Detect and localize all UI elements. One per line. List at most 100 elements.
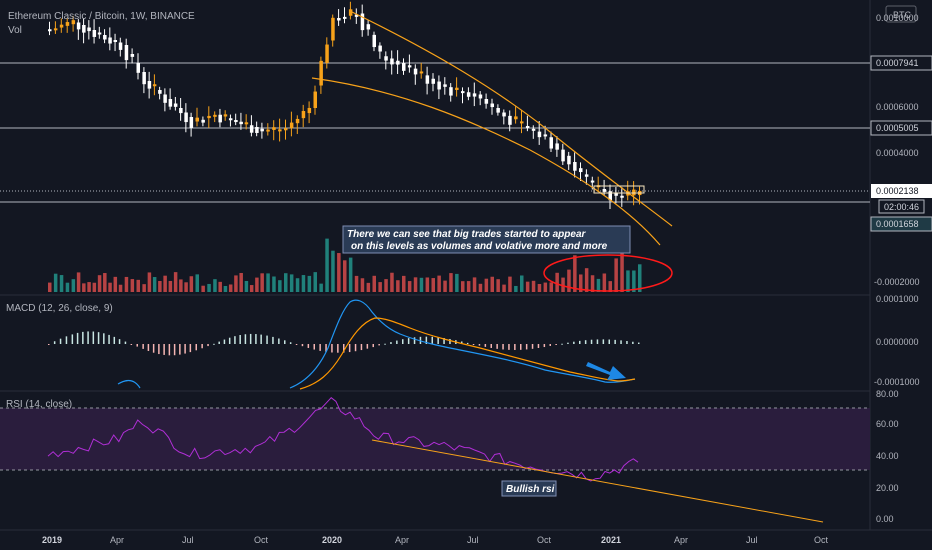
macd-histogram-bar (260, 334, 262, 344)
volume-bar (525, 281, 530, 292)
macd-histogram-bar (390, 342, 392, 344)
volume-bar (325, 238, 329, 292)
rsi-note-callout[interactable]: Bullish rsi (501, 480, 557, 497)
volume-bar (472, 277, 477, 292)
macd-indicator-label[interactable]: MACD (12, 26, close, 9) (6, 303, 113, 314)
volume-bar (590, 275, 595, 292)
macd-histogram-bar (337, 344, 339, 353)
candle (201, 119, 205, 123)
volume-bar (372, 275, 376, 292)
macd-histogram-bar (555, 344, 557, 345)
symbol-title[interactable]: Ethereum Classic / Bitcoin, 1W, BINANCE (8, 11, 195, 22)
time-axis[interactable]: 2019 Apr Jul Oct 2020 Apr Jul Oct 2021 A… (42, 535, 829, 545)
volume-bar (82, 283, 86, 292)
volume-bar (234, 275, 238, 292)
rsi-axis[interactable]: 80.00 60.00 40.00 20.00 0.00 (876, 389, 899, 524)
price-axis-label: 0.0004000 (876, 148, 919, 158)
candle (249, 125, 254, 133)
macd-line (117, 299, 636, 389)
volume-bar (284, 273, 288, 292)
macd-histogram-bar (53, 341, 56, 344)
macd-histogram-bar (48, 344, 50, 345)
volume-bar (295, 278, 300, 292)
time-axis-label: Oct (814, 535, 829, 545)
volume-bar (249, 285, 254, 292)
candle (354, 14, 359, 17)
level-tag-3[interactable]: 0.0001658 (870, 216, 932, 232)
candle (289, 122, 294, 129)
macd-histogram-bar (92, 331, 95, 344)
candle (413, 68, 418, 75)
last-price-tag[interactable]: 0.0002138 (871, 184, 932, 198)
upper-channel-curve[interactable] (351, 11, 673, 227)
volume-bar (113, 276, 118, 292)
volume-bar (260, 273, 264, 292)
time-axis-label: Jul (182, 535, 194, 545)
recent-range-box[interactable] (593, 185, 645, 194)
volume-bar (484, 278, 489, 292)
price-axis[interactable]: 0.0010000 0.0006000 0.0004000 -0.0002000 (874, 13, 920, 287)
candle (173, 103, 178, 107)
macd-histogram-bar (118, 339, 121, 344)
candle (520, 121, 524, 124)
level-tag-1[interactable]: 0.0007941 (870, 55, 932, 71)
macd-histogram-bar (173, 344, 176, 356)
candle (272, 127, 276, 130)
currency-badge-label: BTC (893, 10, 912, 20)
volume-note-callout[interactable]: There we can see that big trades started… (342, 225, 631, 254)
candle (608, 191, 612, 201)
currency-badge[interactable]: BTC (885, 5, 917, 23)
volume-bar (130, 279, 135, 292)
volume-bar (255, 277, 259, 292)
candle (407, 65, 412, 68)
volume-bar (87, 282, 91, 292)
macd-histogram-bar (319, 344, 321, 351)
volume-bar (272, 276, 276, 292)
volume-note-line1: There we can see that big trades started… (347, 229, 587, 240)
candle (579, 168, 583, 173)
macd-axis[interactable]: 0.0001000 0.0000000 -0.0001000 (874, 294, 920, 387)
volume-bar (343, 260, 347, 292)
macd-histogram-bar (514, 344, 516, 350)
candle (228, 118, 233, 121)
macd-histogram-bar (87, 331, 89, 344)
candle (573, 162, 577, 171)
candle (490, 103, 494, 108)
macd-histogram-bar (525, 344, 528, 350)
macd-histogram-bar (179, 344, 181, 355)
lower-channel-curve[interactable] (311, 77, 661, 246)
volume-bar (461, 281, 465, 292)
rsi-trend-line[interactable] (371, 439, 824, 523)
candle (419, 71, 424, 74)
macd-histogram-bar (366, 344, 369, 349)
candle (319, 60, 323, 86)
volume-indicator-label[interactable]: Vol (8, 25, 22, 36)
price-axis-label: -0.0002000 (874, 277, 920, 287)
volume-bar (455, 273, 459, 292)
rsi-indicator-label[interactable]: RSI (14, close) (6, 399, 72, 410)
macd-histogram-bar (537, 344, 540, 349)
level-tag-2[interactable]: 0.0005005 (870, 120, 932, 136)
candle (431, 78, 435, 84)
volume-bar (201, 285, 205, 292)
candle (82, 25, 86, 33)
candle (278, 129, 282, 132)
macd-histogram-bar (443, 337, 445, 344)
volume-bar (360, 278, 365, 292)
volume-bar (124, 276, 129, 292)
macd-histogram-bar (284, 340, 286, 344)
volume-highlight-ellipse[interactable] (543, 254, 673, 292)
volume-bar (142, 284, 146, 292)
volume-bar (425, 277, 430, 292)
volume-bar (301, 275, 306, 292)
candle (147, 81, 152, 89)
candle (632, 189, 636, 196)
macd-histogram-bar (278, 338, 280, 344)
macd-histogram-bar (608, 339, 610, 344)
volume-bar (608, 281, 612, 292)
macd-histogram-bar (437, 337, 439, 344)
volume-bar (289, 274, 294, 292)
candle (307, 107, 312, 114)
macd-histogram-bar (249, 333, 252, 344)
